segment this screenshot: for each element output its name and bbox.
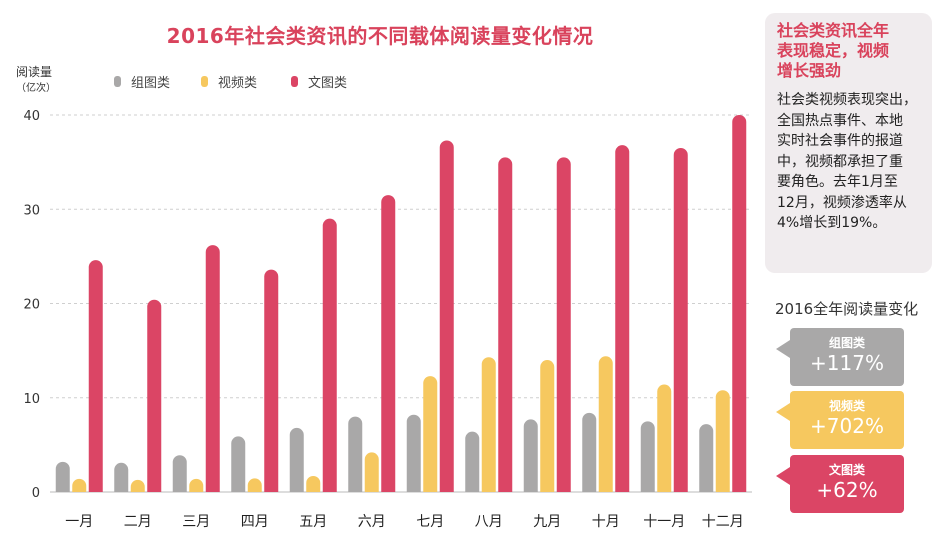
callout-headline: 社会类资讯全年 表现稳定，视频 增长强劲 (777, 21, 890, 80)
legend-item-gallery: 组图类 (114, 73, 171, 91)
summary-tag-value: +62% (816, 478, 878, 502)
bar-text-image (673, 147, 688, 492)
legend-label-video: 视频类 (218, 75, 258, 91)
chart-title: 2016年社会类资讯的不同载体阅读量变化情况 (166, 24, 594, 48)
bar-gallery (231, 436, 246, 492)
x-tick-label: 七月 (416, 514, 444, 530)
y-tick-label: 40 (23, 109, 40, 124)
x-tick-label: 十一月 (643, 514, 685, 530)
summary-tag-video: 视频类 +702% (776, 391, 904, 449)
x-tick-label: 八月 (475, 514, 503, 530)
bar-video (540, 360, 555, 492)
bar-video (189, 478, 204, 492)
y-tick-label: 30 (23, 203, 40, 218)
summary-title: 2016全年阅读量变化 (775, 300, 919, 318)
y-axis-label: 阅读量 (16, 65, 53, 79)
legend-label-gallery: 组图类 (131, 75, 171, 91)
bar-video (715, 390, 730, 492)
bar-text-image (556, 157, 571, 492)
x-tick-label: 六月 (358, 514, 386, 530)
bar-gallery (348, 416, 363, 492)
summary-tag-gallery: 组图类 +117% (776, 328, 904, 386)
x-tick-label: 三月 (182, 514, 210, 530)
legend-item-text-image: 文图类 (291, 73, 348, 91)
bar-video (423, 376, 438, 492)
bar-video (657, 384, 672, 492)
x-tick-label: 五月 (299, 514, 327, 530)
summary-tag-value: +117% (810, 351, 884, 375)
bar-video (481, 357, 496, 492)
bar-video (306, 475, 321, 492)
bar-video (72, 478, 87, 492)
tag-pointer (776, 403, 790, 421)
bar-gallery (172, 455, 187, 492)
legend-label-text-image: 文图类 (308, 75, 348, 91)
summary-tag-name: 文图类 (828, 463, 865, 477)
summary-tag-value: +702% (810, 414, 884, 438)
y-tick-label: 10 (23, 392, 40, 407)
bar-video (364, 452, 379, 492)
legend-swatch-video (201, 75, 208, 87)
bar-gallery (523, 419, 538, 492)
bar-text-image (322, 218, 337, 492)
bar-gallery (465, 431, 480, 492)
callout-body: 社会类视频表现突出， 全国热点事件、本地 实时社会事件的报道 中，视频都承担了重… (777, 92, 917, 231)
bar-text-image (147, 299, 162, 492)
x-tick-label: 一月 (65, 514, 93, 530)
bar-text-image (205, 245, 220, 492)
bar-text-image (381, 195, 396, 492)
summary-tag-text-image: 文图类 +62% (776, 455, 904, 513)
bar-gallery (640, 421, 655, 492)
tag-pointer (776, 467, 790, 485)
legend-swatch-gallery (114, 75, 121, 87)
legend-swatch-text-image (291, 75, 298, 87)
y-tick-label: 20 (23, 298, 40, 313)
bar-gallery (406, 414, 421, 492)
summary-tag-name: 视频类 (828, 399, 865, 413)
y-axis-unit: （亿次） (16, 83, 56, 94)
bar-gallery (55, 461, 70, 492)
y-tick-label: 0 (32, 486, 40, 501)
bar-text-image (615, 145, 630, 492)
x-tick-label: 十二月 (702, 514, 744, 530)
bar-gallery (699, 424, 714, 492)
tag-pointer (776, 340, 790, 358)
x-tick-label: 十月 (592, 514, 620, 530)
bar-text-image (88, 260, 103, 492)
summary-tag-name: 组图类 (828, 336, 865, 350)
bar-gallery (582, 412, 597, 492)
bar-video (598, 356, 613, 492)
bar-video (247, 478, 262, 492)
bar-chart: 0 10 20 30 40 一月 二月 三月 四月 五月 六月 七月 八月 九月 十月 十一月 十二月 (23, 109, 752, 530)
x-tick-label: 二月 (124, 514, 152, 530)
bar-gallery (114, 462, 129, 492)
legend-item-video: 视频类 (201, 73, 258, 91)
x-tick-label: 四月 (241, 514, 269, 530)
bar-gallery (289, 427, 304, 492)
bar-text-image (439, 140, 454, 492)
insight-callout: 社会类资讯全年 表现稳定，视频 增长强劲 社会类视频表现突出， 全国热点事件、本… (765, 13, 932, 273)
bar-text-image (498, 157, 513, 492)
x-tick-label: 九月 (533, 514, 561, 530)
bar-text-image (264, 269, 279, 492)
bar-video (130, 479, 145, 492)
bar-text-image (732, 115, 747, 492)
